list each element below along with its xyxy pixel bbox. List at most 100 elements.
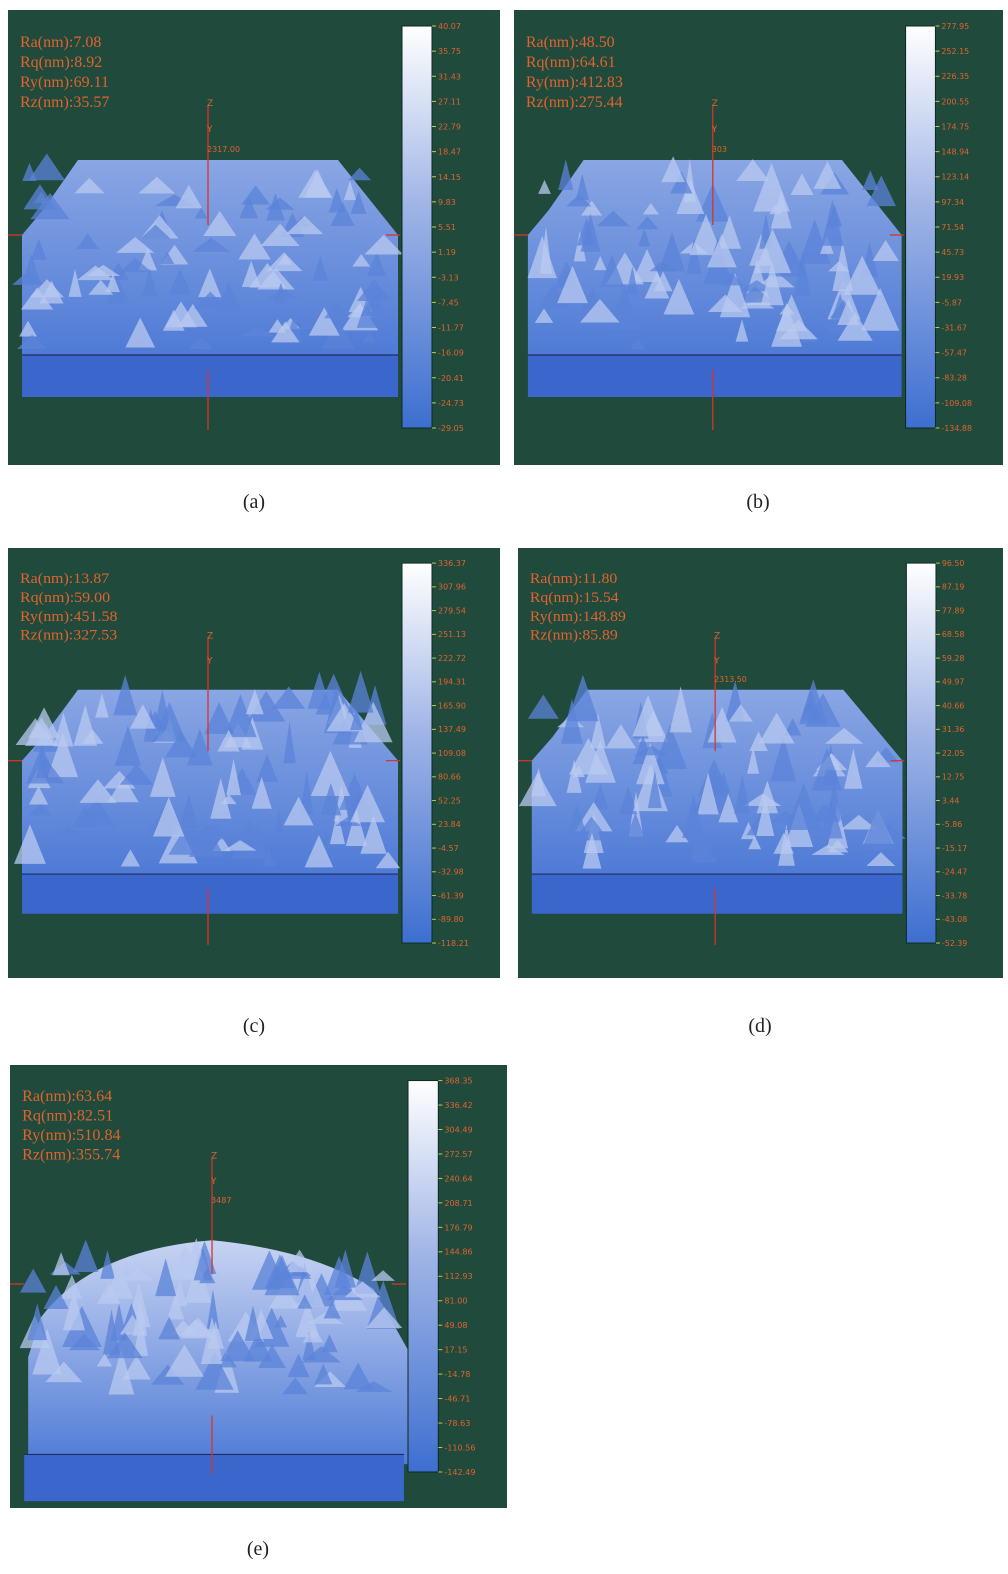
colorbar-label: 148.94 — [941, 148, 969, 157]
panel-image: Z Y 3487 Ra(nm):63.64 Rq(nm):82.51 Ry(nm):510… — [10, 1065, 507, 1508]
roughness-stat: Rq(nm):15.54 — [530, 589, 619, 606]
roughness-stat: Rq(nm):59.00 — [20, 589, 110, 606]
colorbar-label: -5.87 — [941, 298, 962, 307]
roughness-stat: Rq(nm):82.51 — [22, 1108, 113, 1125]
colorbar-label: -57.47 — [941, 349, 967, 358]
colorbar-label: -118.21 — [438, 939, 469, 948]
colorbar — [906, 26, 936, 428]
colorbar-label: 1.19 — [438, 248, 456, 257]
colorbar-label: 49.97 — [942, 678, 965, 687]
colorbar-label: -61.39 — [438, 892, 464, 901]
afm-panel: ZYRa(nm):13.87Rq(nm):59.00Ry(nm):451.58R… — [8, 548, 500, 978]
colorbar-label: -33.78 — [942, 892, 967, 901]
colorbar-label: 123.14 — [941, 173, 969, 182]
axis-z-label: Z — [211, 1152, 217, 1162]
colorbar-label: -15.17 — [942, 844, 967, 853]
roughness-stat: Ra(nm):13.87 — [20, 570, 109, 587]
colorbar-label: 336.42 — [444, 1101, 472, 1110]
colorbar-label: 240.64 — [444, 1174, 472, 1183]
coordinate-marker: 3487 — [211, 1196, 232, 1205]
afm-panel: Z Y 3487 Ra(nm):63.64 Rq(nm):82.51 Ry(nm):510… — [10, 1065, 507, 1508]
colorbar-label: 226.35 — [941, 72, 969, 81]
colorbar-label: 27.11 — [438, 97, 461, 106]
colorbar-label: 176.79 — [444, 1223, 472, 1232]
panel-caption: (e) — [218, 1538, 298, 1561]
colorbar-label: 77.89 — [942, 607, 965, 616]
colorbar-label: -14.78 — [444, 1370, 470, 1379]
colorbar-label: 144.86 — [444, 1248, 472, 1257]
colorbar-label: 22.79 — [438, 123, 461, 132]
colorbar-label: -109.08 — [941, 399, 972, 408]
surface-base — [532, 874, 903, 914]
colorbar-label: 18.47 — [438, 148, 461, 157]
colorbar — [408, 1081, 438, 1472]
colorbar-label: -5.86 — [942, 820, 962, 829]
roughness-stat: Ra(nm):11.80 — [530, 570, 618, 587]
roughness-stat: Rz(nm):355.74 — [22, 1147, 120, 1164]
colorbar-label: -142.49 — [444, 1468, 475, 1477]
surface-base — [528, 355, 902, 397]
panel-image: ZY303Ra(nm):48.50Rq(nm):64.61Ry(nm):412.… — [514, 10, 1003, 465]
panel-caption: (b) — [718, 491, 798, 514]
colorbar-label: -78.63 — [444, 1419, 470, 1428]
colorbar-label: -3.13 — [438, 273, 459, 282]
colorbar-label: 59.28 — [942, 654, 965, 663]
colorbar-label: 208.71 — [444, 1199, 472, 1208]
colorbar-label: 31.43 — [438, 72, 461, 81]
surface-base — [24, 1454, 404, 1501]
colorbar-label: 40.07 — [438, 22, 461, 31]
coordinate-marker: 303 — [712, 145, 727, 154]
colorbar-label: -134.88 — [941, 424, 972, 433]
colorbar-label: -110.56 — [444, 1444, 475, 1453]
colorbar-label: 3.44 — [942, 797, 960, 806]
axis-y-label: Y — [711, 125, 718, 135]
colorbar — [906, 563, 936, 943]
colorbar-label: -83.28 — [941, 374, 967, 383]
roughness-stat: Ry(nm):451.58 — [20, 608, 118, 625]
roughness-stat: Rz(nm):327.53 — [20, 627, 117, 644]
surface-base — [22, 874, 398, 914]
colorbar-label: 45.73 — [941, 248, 964, 257]
roughness-stat: Ra(nm):48.50 — [526, 34, 615, 51]
colorbar-label: 279.54 — [438, 607, 466, 616]
axis-z-label: Z — [712, 99, 718, 109]
colorbar-label: -89.80 — [438, 915, 464, 924]
colorbar-label: -52.39 — [942, 939, 967, 948]
colorbar-label: 137.49 — [438, 725, 466, 734]
roughness-stat: Ra(nm):7.08 — [20, 34, 101, 51]
colorbar-label: 40.66 — [942, 702, 965, 711]
colorbar-label: 194.31 — [438, 678, 466, 687]
axis-y-label: Y — [206, 656, 213, 666]
colorbar-label: -24.47 — [942, 868, 967, 877]
colorbar-label: 277.95 — [941, 22, 969, 31]
colorbar-label: 165.90 — [438, 702, 466, 711]
colorbar-label: 68.58 — [942, 630, 965, 639]
colorbar-label: 252.15 — [941, 47, 969, 56]
colorbar-label: 22.05 — [942, 749, 965, 758]
colorbar-label: 12.75 — [942, 773, 965, 782]
colorbar-label: 9.83 — [438, 198, 456, 207]
afm-panel: ZY303Ra(nm):48.50Rq(nm):64.61Ry(nm):412.… — [514, 10, 1003, 465]
roughness-stat: Ra(nm):63.64 — [22, 1088, 112, 1105]
colorbar-label: 81.00 — [444, 1297, 467, 1306]
axis-z-label: Z — [714, 632, 720, 642]
colorbar-label: 31.36 — [942, 725, 965, 734]
panel-caption: (d) — [720, 1015, 800, 1038]
colorbar-label: 174.75 — [941, 122, 969, 131]
colorbar-label: 307.96 — [438, 583, 466, 592]
colorbar — [402, 26, 432, 428]
colorbar-label: -46.71 — [444, 1395, 470, 1404]
axis-y-label: Y — [210, 1177, 217, 1187]
roughness-stat: Rq(nm):8.92 — [20, 54, 102, 71]
panel-image: ZY2317.00Ra(nm):7.08Rq(nm):8.92Ry(nm):69… — [8, 10, 500, 465]
colorbar-label: 109.08 — [438, 749, 466, 758]
colorbar-label: 112.93 — [444, 1272, 472, 1281]
roughness-stat: Ry(nm):510.84 — [22, 1127, 121, 1144]
colorbar-label: 272.57 — [444, 1150, 472, 1159]
panel-image: ZYRa(nm):13.87Rq(nm):59.00Ry(nm):451.58R… — [8, 548, 500, 978]
colorbar-label: 71.54 — [941, 223, 964, 232]
roughness-stat: Ry(nm):69.11 — [20, 74, 109, 91]
roughness-stat: Rz(nm):85.89 — [530, 627, 618, 644]
colorbar-label: -31.67 — [941, 323, 967, 332]
